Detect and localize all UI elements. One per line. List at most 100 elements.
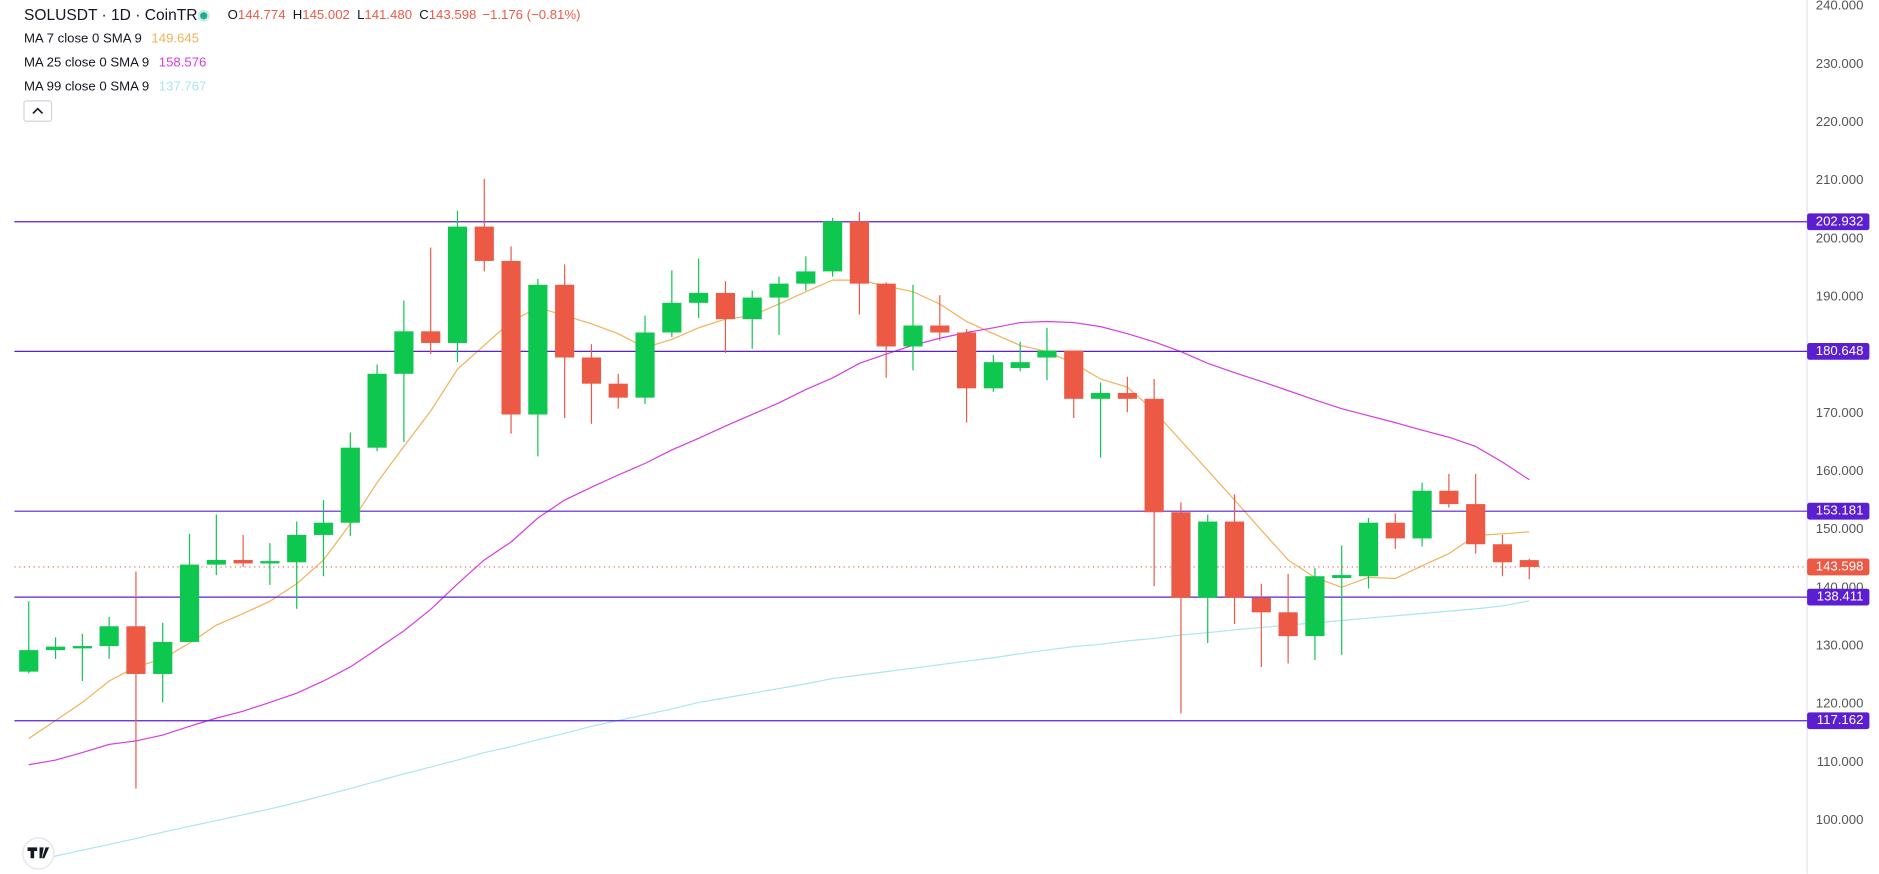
logo-circle[interactable] [22, 837, 55, 870]
candle-body [72, 646, 92, 649]
level-label: 180.648 [1816, 343, 1864, 358]
candle-body [930, 325, 950, 333]
ohlc-value: 145.002 [302, 7, 350, 22]
candle-body [823, 221, 843, 272]
level-label: 117.162 [1817, 712, 1864, 727]
change: −1.176 (−0.81%) [482, 7, 580, 22]
candle-body [956, 332, 977, 389]
candle-body [1037, 350, 1057, 358]
candle-body [421, 331, 441, 343]
candle-body [608, 383, 628, 398]
candle-body [983, 362, 1003, 389]
candle-body [1385, 522, 1405, 539]
level-tag [1807, 712, 1870, 730]
collapse-icon[interactable] [32, 107, 44, 114]
candle-body [555, 284, 575, 358]
ohlc-key: L [357, 7, 364, 22]
candle-body [528, 284, 548, 415]
candle-body [1144, 398, 1164, 513]
candle-body [394, 331, 414, 374]
ma-value: 149.645 [151, 31, 199, 46]
candle-body [1305, 576, 1325, 637]
candle-body [1117, 392, 1137, 399]
y-tick-label: 170.000 [1816, 405, 1864, 420]
candle-body [689, 292, 709, 303]
candle-body [367, 373, 387, 448]
candle-body [1224, 521, 1245, 598]
ma-legend: MA 99 close 0 SMA 9 137.767 [24, 79, 206, 94]
candle-body [153, 641, 173, 674]
tv-logo[interactable] [22, 837, 55, 870]
legend: SOLUSDT · 1D · CoinTR O144.774 H145.002 L1… [24, 7, 581, 94]
candle-body [876, 283, 896, 347]
ma-line [28, 600, 1530, 863]
logo-mark[interactable] [27, 847, 50, 859]
ohlc-value: 141.480 [364, 7, 412, 22]
level-tag [1807, 588, 1870, 606]
y-tick-label: 220.000 [1816, 114, 1864, 129]
candle-body [126, 626, 146, 674]
level-label: 153.181 [1816, 503, 1864, 518]
y-tick-label: 240.000 [1816, 0, 1864, 13]
y-tick-label: 160.000 [1816, 463, 1864, 478]
ohlc-key: O [228, 7, 238, 22]
candle-body [1412, 490, 1432, 539]
candle-body [1251, 597, 1271, 613]
candle-body [1492, 544, 1513, 563]
y-tick-label: 230.000 [1816, 56, 1864, 71]
ma-line [28, 279, 1530, 740]
candle-body [206, 559, 226, 565]
y-tick-label: 100.000 [1816, 812, 1864, 827]
ma-value: 158.576 [159, 55, 207, 70]
candle-body [1332, 575, 1352, 578]
last-price-label: 143.598 [1816, 558, 1864, 573]
candle-body [447, 226, 468, 343]
level-tag [1807, 213, 1870, 231]
candle-body [715, 292, 736, 320]
plot-area [14, 178, 1808, 863]
candle-body [260, 561, 280, 564]
candle-body [99, 626, 119, 647]
candle-body [474, 226, 494, 261]
candle-body [796, 271, 816, 284]
candle-body [581, 357, 602, 384]
ma-value: 137.767 [159, 79, 207, 94]
y-tick-label: 130.000 [1816, 638, 1864, 653]
candle-body [1466, 504, 1486, 545]
candle-body [45, 646, 66, 651]
candle-body [1090, 392, 1111, 399]
candle-body [1519, 560, 1539, 567]
collapse-button-box[interactable] [23, 100, 53, 122]
y-tick-label: 200.000 [1816, 230, 1864, 245]
last-price-tag [1807, 558, 1870, 576]
candle-body [1439, 490, 1459, 505]
level-label: 138.411 [1817, 589, 1864, 604]
candle-body [179, 564, 200, 642]
price-axis: 100.000110.000120.000130.000140.000150.0… [1807, 0, 1870, 827]
level-label: 202.932 [1816, 213, 1864, 228]
ohlc-value: 143.598 [429, 7, 477, 22]
candle-body [1010, 362, 1030, 368]
candle-body [287, 534, 307, 563]
y-tick-label: 190.000 [1816, 288, 1864, 303]
collapse-button[interactable] [23, 100, 53, 122]
candle-body [1171, 512, 1191, 598]
candle-body [1358, 522, 1379, 577]
candle-body [662, 302, 682, 333]
level-tag [1807, 502, 1870, 520]
candle-body [635, 332, 655, 398]
ma-legend: MA 7 close 0 SMA 9 149.645 [24, 31, 199, 46]
candle-body [233, 559, 253, 564]
ma-name: MA 25 close 0 SMA 9 [24, 55, 149, 70]
candle-body [1198, 521, 1218, 598]
candle-body [313, 522, 334, 535]
level-tag [1807, 343, 1870, 360]
ohlc-legend: O144.774 H145.002 L141.480 C143.598 −1.176 (… [228, 7, 581, 22]
ma-name: MA 99 close 0 SMA 9 [24, 79, 149, 94]
ohlc-key: C [419, 7, 429, 22]
candle-body [1278, 612, 1298, 637]
ohlc-value: 144.774 [238, 7, 286, 22]
ma-line [28, 320, 1530, 766]
